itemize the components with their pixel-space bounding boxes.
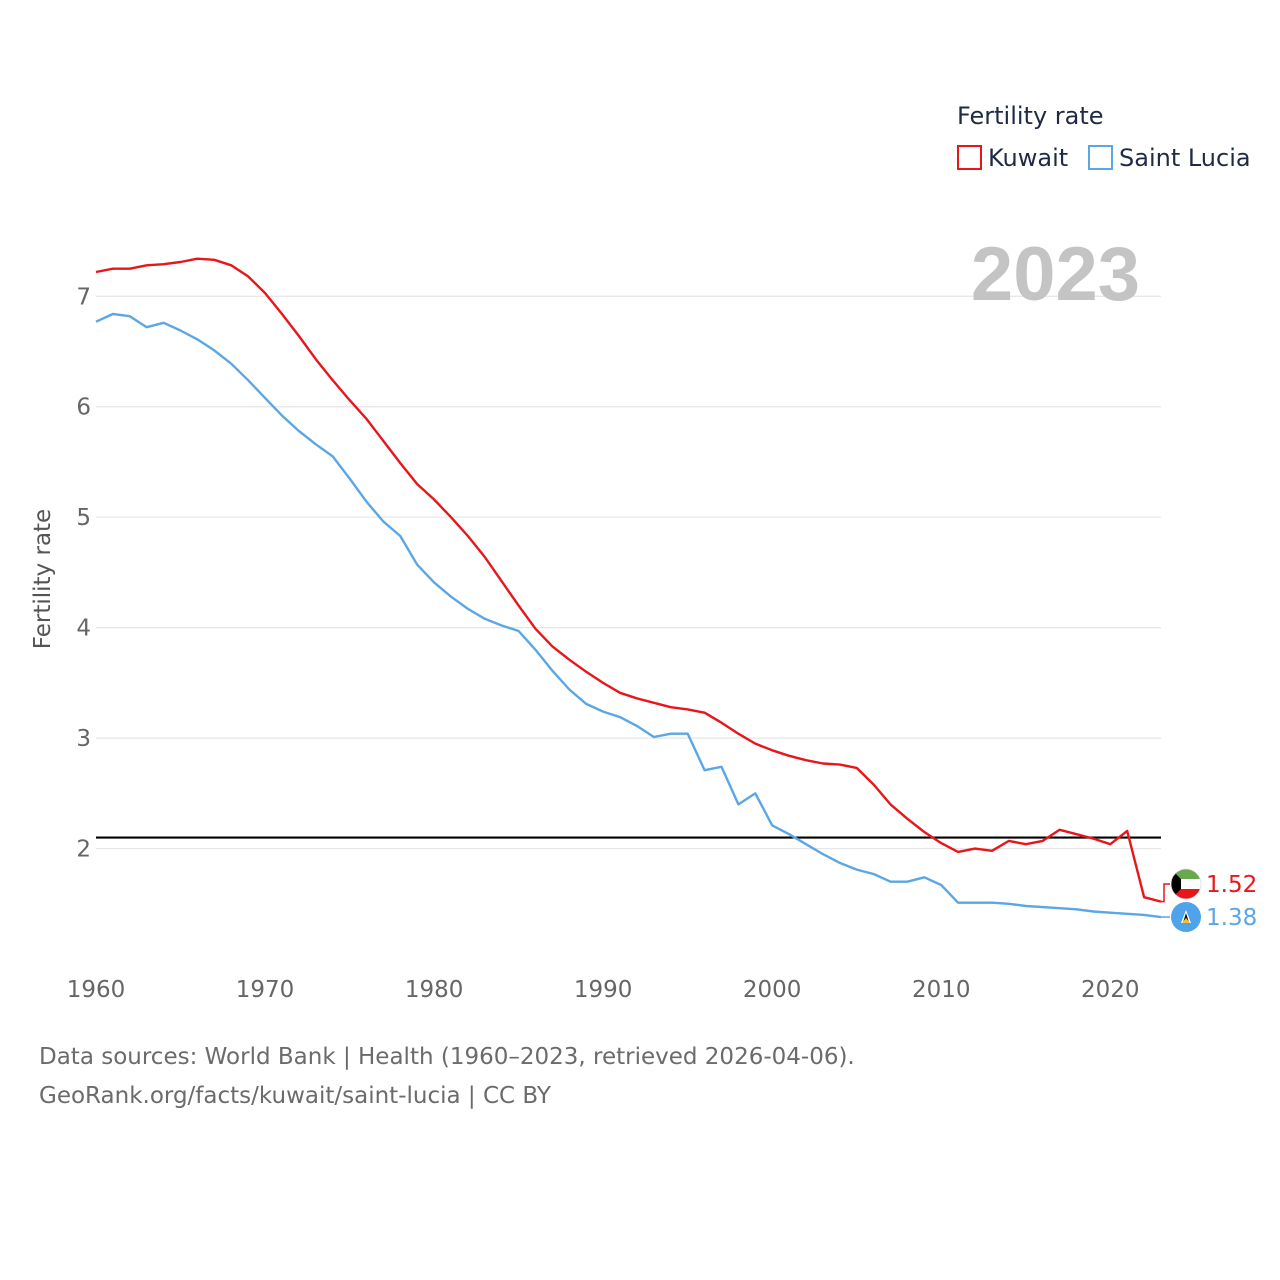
y-tick-label: 4 [76,616,91,642]
gridlines [96,295,1161,850]
y-tick-label: 5 [76,505,91,531]
source-url[interactable]: GeoRank.org/facts/kuwait/saint-lucia | C… [39,1083,551,1109]
x-tick-label: 2010 [912,977,971,1003]
x-tick-label: 1980 [405,977,464,1003]
y-tick-label: 3 [76,726,91,752]
y-axis-title: Fertility rate [30,509,56,649]
x-tick-label: 1970 [236,977,295,1003]
end-value-label: 1.52 [1206,872,1257,898]
kuwait-flag-icon [1170,868,1202,900]
year-label: 2023 [971,232,1140,317]
end-value-label: 1.38 [1206,905,1257,931]
x-axis-ticks: 1960 1970 1980 1990 2000 2010 2020 [67,977,1140,1003]
series-line-saint-lucia[interactable] [95,312,1162,919]
y-tick-label: 7 [76,284,91,310]
y-tick-label: 2 [76,837,91,863]
legend: Fertility rate Kuwait Saint Lucia [957,102,1251,172]
x-tick-label: 1990 [574,977,633,1003]
legend-label-kuwait[interactable]: Kuwait [988,144,1068,172]
end-connector [1161,883,1170,903]
series-lines [95,257,1162,919]
series-line-kuwait[interactable] [95,257,1162,903]
x-tick-label: 2020 [1081,977,1140,1003]
source-line: Data sources: World Bank | Health (1960–… [39,1044,855,1070]
saint-lucia-flag-icon [1171,902,1201,932]
end-markers: 1.52 1.38 [1161,868,1257,932]
y-tick-label: 6 [76,395,91,421]
x-tick-label: 1960 [67,977,126,1003]
legend-title: Fertility rate [957,102,1104,130]
legend-swatch-kuwait[interactable] [957,145,982,170]
y-axis-ticks: 2 3 4 5 6 7 [76,284,91,862]
legend-swatch-saint-lucia[interactable] [1088,145,1113,170]
legend-label-saint-lucia[interactable]: Saint Lucia [1119,144,1251,172]
x-tick-label: 2000 [743,977,802,1003]
